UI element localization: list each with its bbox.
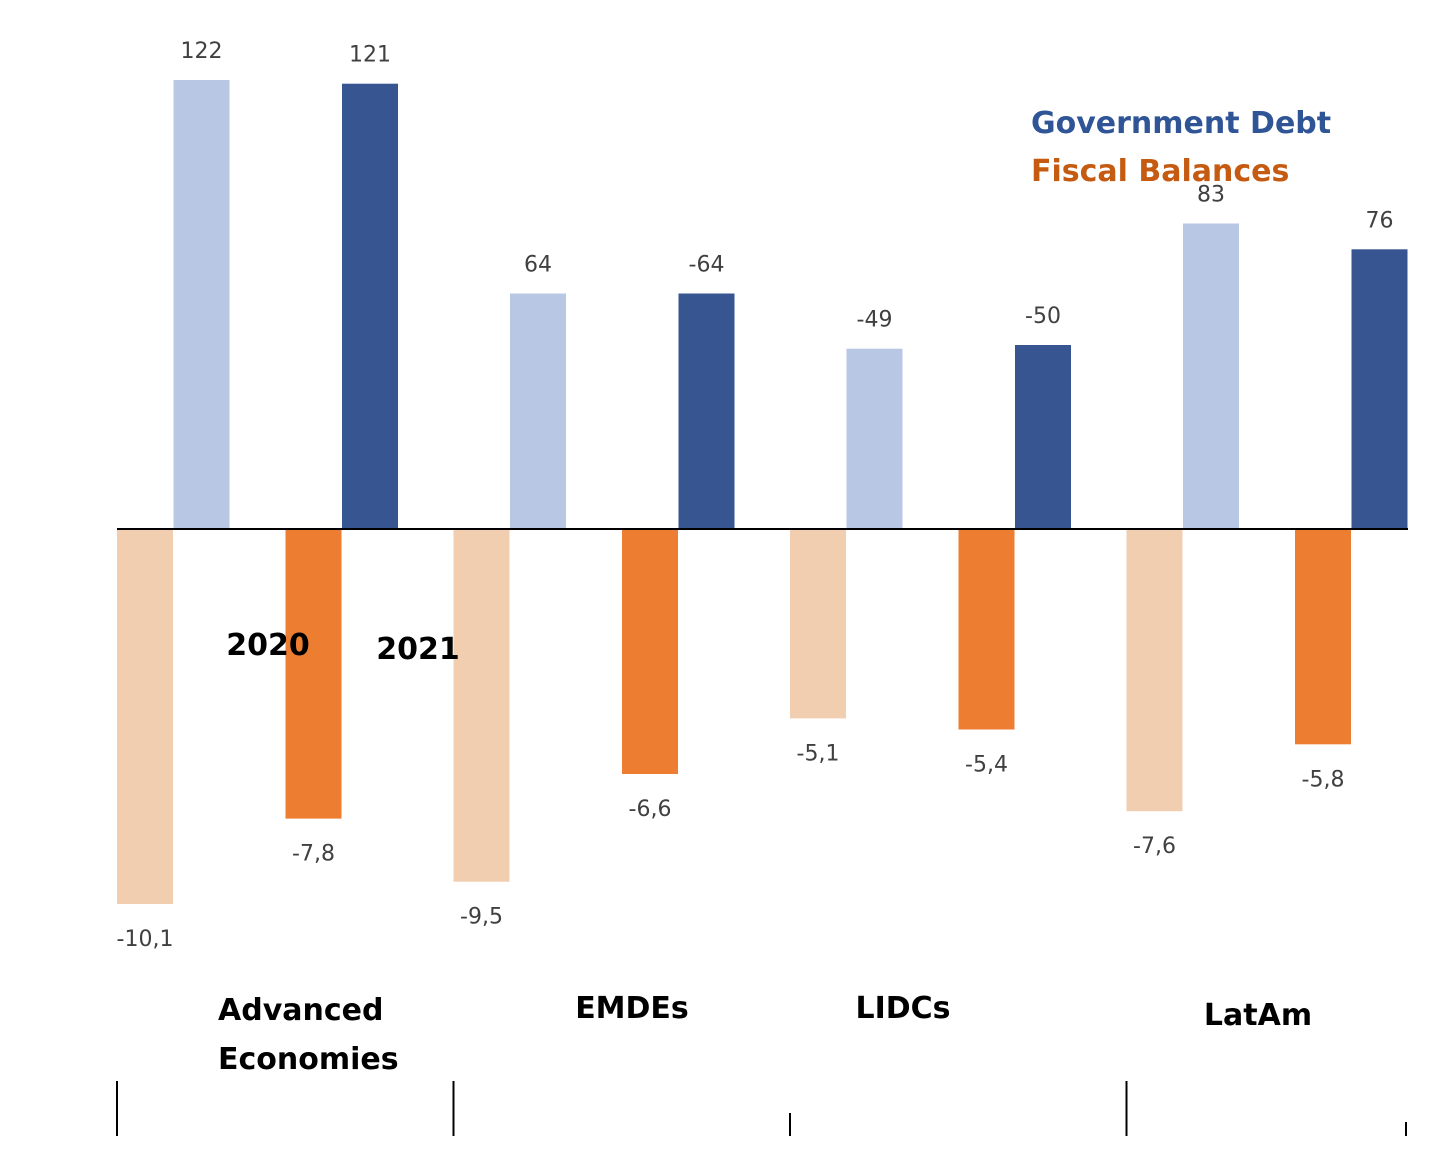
bar-fiscal-balances-2020-3 xyxy=(790,529,846,719)
bar-government-debt-2021-2 xyxy=(678,293,735,529)
data-label-2021-2: -6,6 xyxy=(629,797,672,822)
bar-fiscal-balances-2020-2 xyxy=(453,529,510,882)
bar-government-debt-2021-4 xyxy=(1351,249,1408,530)
bar-government-debt-2020-2 xyxy=(510,293,566,529)
bar-government-debt-2020-4 xyxy=(1183,223,1239,529)
data-label-2021-4: -5,8 xyxy=(1302,767,1345,792)
data-label-2021-1: 121 xyxy=(349,43,391,68)
data-label-2020-1: 122 xyxy=(181,39,223,64)
bar-fiscal-balances-2021-3 xyxy=(958,529,1015,730)
category-label-2: EMDEs xyxy=(575,991,689,1026)
bar-fiscal-balances-2021-1 xyxy=(285,529,342,819)
data-label-2020-4: 83 xyxy=(1197,183,1225,208)
data-label-2021-1: -7,8 xyxy=(292,842,335,867)
data-label-2020-3: -49 xyxy=(857,308,893,333)
data-label-2020-2: 64 xyxy=(524,253,552,278)
category-labels-layer: Advanced Economies EMDEs LIDCs LatAm xyxy=(218,991,1312,1077)
bar-government-debt-2021-1 xyxy=(342,83,398,529)
category-separators xyxy=(116,1081,1407,1136)
data-label-2021-4: 76 xyxy=(1366,208,1394,233)
bar-fiscal-balances-2021-4 xyxy=(1295,529,1351,745)
bar-government-debt-2021-3 xyxy=(1015,345,1071,529)
legend-government-debt: Government Debt xyxy=(1031,106,1331,141)
year-label-2020: 2020 xyxy=(226,628,310,663)
data-label-2020-2: -9,5 xyxy=(460,905,503,930)
bar-government-debt-2020-1 xyxy=(173,80,230,529)
bars-layer xyxy=(117,80,1408,904)
data-label-2020-1: -10,1 xyxy=(117,927,174,952)
category-label-1: Advanced Economies xyxy=(218,993,399,1077)
value-labels-layer: -10,1 -9,5 -5,1 -7,6 122 64 -49 83 -7,8 -6,6 -5,4 -… xyxy=(117,39,1394,952)
bar-government-debt-2020-3 xyxy=(846,348,903,529)
data-label-2021-3: -5,4 xyxy=(965,753,1008,778)
bar-fiscal-balances-2020-4 xyxy=(1126,529,1183,812)
data-label-2021-3: -50 xyxy=(1025,304,1061,329)
year-label-2021: 2021 xyxy=(376,632,460,667)
data-label-2020-4: -7,6 xyxy=(1133,834,1176,859)
legend-fiscal-balances: Fiscal Balances xyxy=(1031,154,1289,189)
bar-fiscal-balances-2021-2 xyxy=(622,529,678,774)
data-label-2020-3: -5,1 xyxy=(797,741,840,766)
data-label-2021-2: -64 xyxy=(689,253,725,278)
category-label-4: LatAm xyxy=(1204,998,1312,1033)
bar-fiscal-balances-2020-1 xyxy=(117,529,173,904)
category-label-3: LIDCs xyxy=(855,991,950,1026)
